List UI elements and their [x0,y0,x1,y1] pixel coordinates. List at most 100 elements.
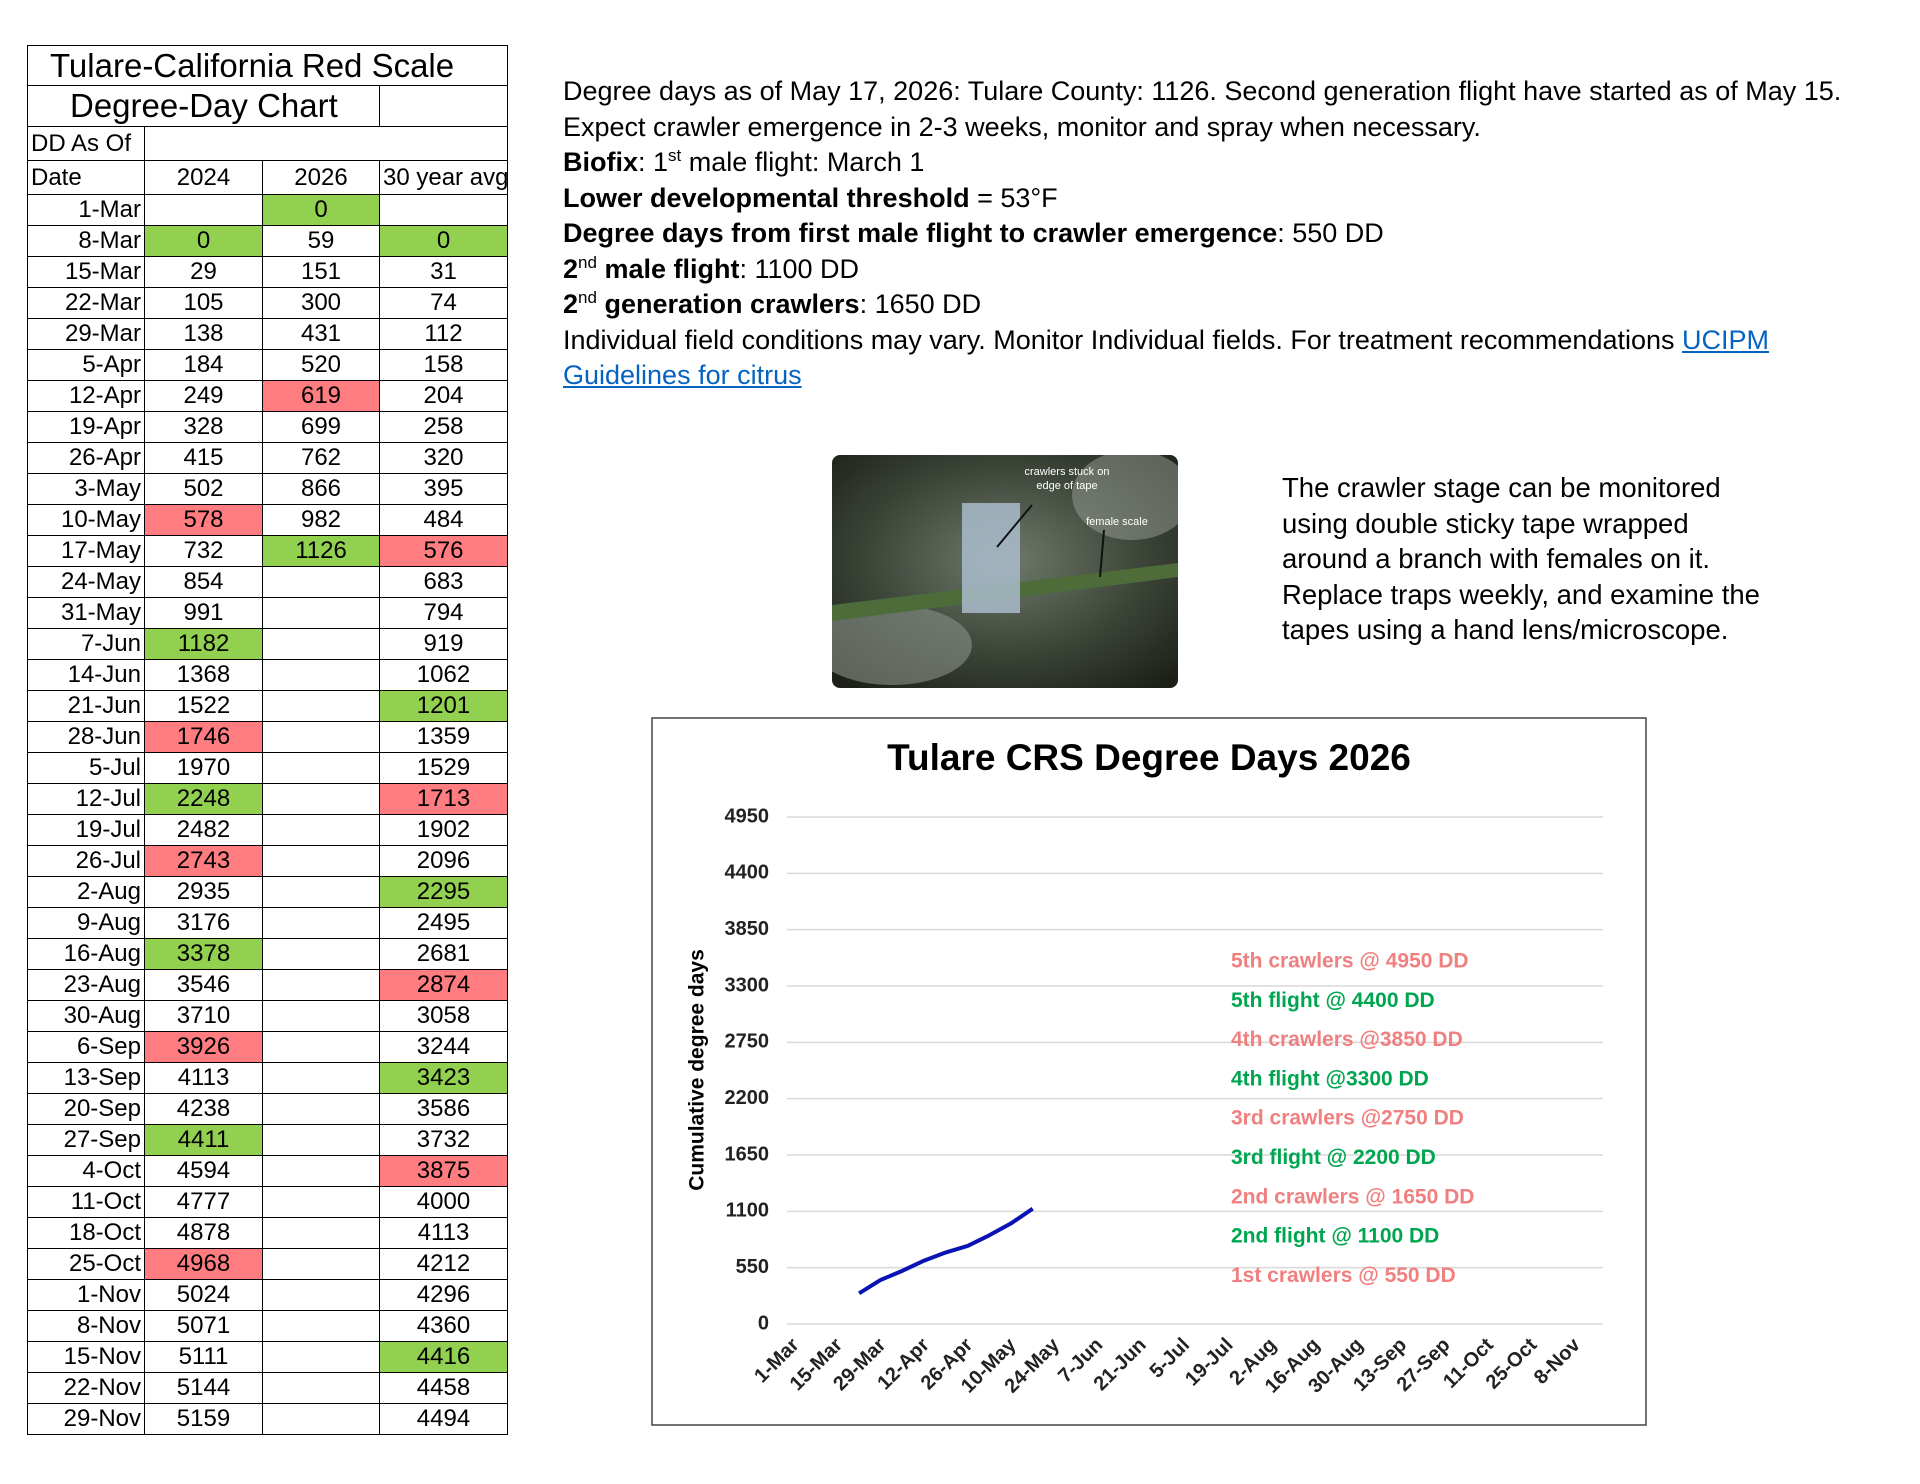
dd-value: 520 [262,349,380,381]
data-row: 1-Nov 5024 4296 [27,1279,508,1311]
dd-value: 683 [379,566,508,598]
dd-value: 320 [379,442,508,474]
text: Degree days as of May 17, 2026: Tulare C… [563,76,1842,142]
info-line: Degree days as of May 17, 2026: Tulare C… [563,74,1893,145]
subtitle-row: Degree-Day Chart [27,85,508,127]
data-row: 5-Apr 184 520 158 [27,349,508,381]
date: 12-Jul [27,783,145,815]
dd-value: 2482 [144,814,263,846]
data-row: 24-May 854 683 [27,566,508,598]
link[interactable]: UCIPM Guidelines for citrus [563,324,1770,391]
date: 7-Jun [27,628,145,660]
data-row: 26-Jul 2743 2096 [27,845,508,877]
dd-value: 619 [262,380,380,412]
dd-value [262,1000,380,1032]
data-row: 18-Oct 4878 4113 [27,1217,508,1249]
empty-cell [379,85,508,127]
dd-value: 112 [379,318,508,350]
dd-value [262,752,380,784]
data-row: 22-Mar 105 300 74 [27,287,508,319]
data-line [858,1207,1034,1295]
dd-value [262,1403,380,1435]
data-row: 17-May 732 1126 576 [27,535,508,567]
caption-line: The crawler stage can be monitored [1282,472,1721,503]
table-subtitle: Degree-Day Chart [27,85,380,127]
data-row: 30-Aug 3710 3058 [27,1000,508,1032]
data-row: 22-Nov 5144 4458 [27,1372,508,1404]
column-header: Date [27,160,145,195]
y-tick-label: 4950 [725,805,770,827]
dd-value [262,876,380,908]
date: 14-Jun [27,659,145,691]
dd-value [262,1279,380,1311]
data-row: 15-Nov 5111 4416 [27,1341,508,1373]
date: 11-Oct [27,1186,145,1218]
date: 10-May [27,504,145,536]
dd-value [262,783,380,815]
date: 29-Nov [27,1403,145,1435]
dd-value: 1201 [379,690,508,722]
info-line: Degree days from first male flight to cr… [563,216,1893,252]
data-row: 16-Aug 3378 2681 [27,938,508,970]
dd-value [379,194,508,226]
y-tick-label: 3850 [725,918,770,940]
column-header: 2024 [144,160,263,195]
dd-value [262,1031,380,1063]
date: 3-May [27,473,145,505]
dd-value: 151 [262,256,380,288]
data-row: 10-May 578 982 484 [27,504,508,536]
dd-value: 184 [144,349,263,381]
info-line: Individual field conditions may vary. Mo… [563,323,1893,394]
date: 23-Aug [27,969,145,1001]
date: 2-Aug [27,876,145,908]
data-row: 25-Oct 4968 4212 [27,1248,508,1280]
date: 9-Aug [27,907,145,939]
threshold-annotation: 4th crawlers @3850 DD [1231,1028,1463,1051]
data-row: 23-Aug 3546 2874 [27,969,508,1001]
dd-value: 4458 [379,1372,508,1404]
dd-value: 1902 [379,814,508,846]
dd-value: 0 [262,194,380,226]
dd-value: 578 [144,504,263,536]
dd-value [262,659,380,691]
dd-value: 415 [144,442,263,474]
dd-value [262,1155,380,1187]
dd-value: 5159 [144,1403,263,1435]
date: 17-May [27,535,145,567]
y-tick-label: 2200 [725,1087,770,1109]
date: 19-Apr [27,411,145,443]
data-row: 19-Jul 2482 1902 [27,814,508,846]
dd-value: 4594 [144,1155,263,1187]
dd-value: 4238 [144,1093,263,1125]
info-line: 2nd male flight: 1100 DD [563,252,1893,288]
y-tick-label: 3300 [725,974,770,996]
threshold-annotation: 5th flight @ 4400 DD [1231,989,1435,1012]
date: 28-Jun [27,721,145,753]
text: : 1100 DD [739,253,860,284]
date: 5-Apr [27,349,145,381]
threshold-annotation: 4th flight @3300 DD [1231,1067,1429,1090]
dd-value: 3732 [379,1124,508,1156]
data-row: 14-Jun 1368 1062 [27,659,508,691]
dd-value: 3423 [379,1062,508,1094]
dd-value: 576 [379,535,508,567]
info-line: Lower developmental threshold = 53°F [563,181,1893,217]
dd-value [262,1248,380,1280]
dd-value: 2495 [379,907,508,939]
data-row: 7-Jun 1182 919 [27,628,508,660]
date: 25-Oct [27,1248,145,1280]
dd-value: 1970 [144,752,263,784]
data-row: 19-Apr 328 699 258 [27,411,508,443]
threshold-annotation: 1st crawlers @ 550 DD [1231,1264,1456,1287]
dd-value: 4212 [379,1248,508,1280]
date: 22-Nov [27,1372,145,1404]
dd-value [262,721,380,753]
caption-line: around a branch with females on it. [1282,543,1711,574]
bold-text: 2 [563,253,579,284]
caption-line: Replace traps weekly, and examine the [1282,578,1760,610]
bold-text: Degree days from first male flight to cr… [563,218,1278,248]
dd-value: 2874 [379,969,508,1001]
date: 29-Mar [27,318,145,350]
y-tick-label: 2750 [725,1031,770,1053]
